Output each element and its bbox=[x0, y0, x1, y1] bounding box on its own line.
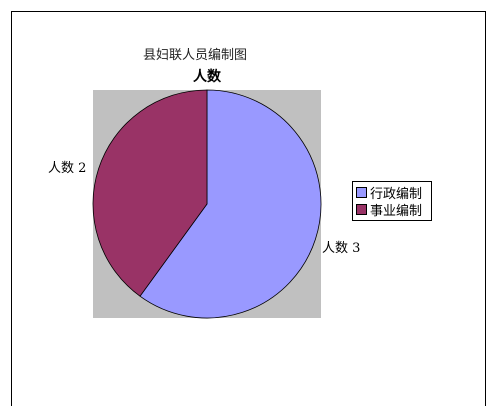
legend-item-institutional: 事业编制 bbox=[356, 201, 428, 219]
data-label-institutional: 人数 2 bbox=[48, 161, 87, 176]
legend-label-administrative: 行政编制 bbox=[370, 187, 423, 202]
legend-item-administrative: 行政编制 bbox=[356, 184, 428, 202]
pie-slices bbox=[92, 89, 322, 319]
legend-swatch-administrative bbox=[356, 187, 367, 198]
legend: 行政编制 事业编制 bbox=[352, 181, 432, 221]
legend-swatch-institutional bbox=[356, 204, 367, 215]
legend-label-institutional: 事业编制 bbox=[370, 204, 423, 219]
series-title: 人数 bbox=[193, 69, 221, 85]
data-label-administrative: 人数 3 bbox=[322, 241, 361, 256]
chart-title: 县妇联人员编制图 bbox=[142, 48, 247, 63]
pie-slice-institutional bbox=[92, 89, 208, 297]
pie-slice-administrative bbox=[139, 89, 322, 319]
